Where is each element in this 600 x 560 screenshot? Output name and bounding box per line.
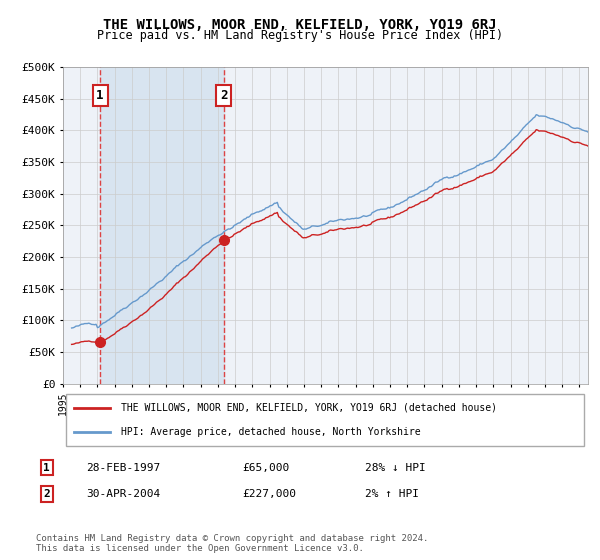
Text: 30-APR-2004: 30-APR-2004 <box>86 489 160 499</box>
FancyBboxPatch shape <box>65 394 584 446</box>
Text: £65,000: £65,000 <box>242 463 289 473</box>
Text: 28% ↓ HPI: 28% ↓ HPI <box>365 463 425 473</box>
Text: 1: 1 <box>43 463 50 473</box>
Text: THE WILLOWS, MOOR END, KELFIELD, YORK, YO19 6RJ: THE WILLOWS, MOOR END, KELFIELD, YORK, Y… <box>103 18 497 32</box>
Text: Contains HM Land Registry data © Crown copyright and database right 2024.
This d: Contains HM Land Registry data © Crown c… <box>36 534 428 553</box>
Text: 28-FEB-1997: 28-FEB-1997 <box>86 463 160 473</box>
Text: 2% ↑ HPI: 2% ↑ HPI <box>365 489 419 499</box>
Text: 2: 2 <box>220 89 227 102</box>
Text: 2: 2 <box>43 489 50 499</box>
Bar <box>100 67 224 384</box>
Text: THE WILLOWS, MOOR END, KELFIELD, YORK, YO19 6RJ (detached house): THE WILLOWS, MOOR END, KELFIELD, YORK, Y… <box>121 403 497 413</box>
Text: 1: 1 <box>96 89 104 102</box>
Text: Price paid vs. HM Land Registry's House Price Index (HPI): Price paid vs. HM Land Registry's House … <box>97 29 503 42</box>
Text: HPI: Average price, detached house, North Yorkshire: HPI: Average price, detached house, Nort… <box>121 427 421 437</box>
Text: £227,000: £227,000 <box>242 489 296 499</box>
